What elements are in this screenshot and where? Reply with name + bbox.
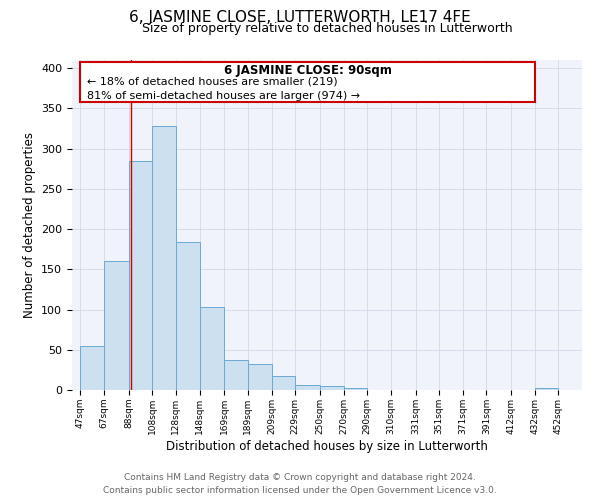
Bar (152, 126, 176, 390)
Text: ← 18% of detached houses are smaller (219): ← 18% of detached houses are smaller (21… (88, 76, 338, 86)
Bar (176, 242, 199, 390)
Text: 81% of semi-detached houses are larger (974) →: 81% of semi-detached houses are larger (… (88, 90, 361, 101)
Bar (248, 364, 272, 390)
Bar (295, 385, 320, 390)
Bar (104, 261, 128, 390)
Text: 6, JASMINE CLOSE, LUTTERWORTH, LE17 4FE: 6, JASMINE CLOSE, LUTTERWORTH, LE17 4FE (129, 10, 471, 25)
Bar (224, 360, 248, 390)
Bar (535, 388, 559, 390)
Y-axis label: Number of detached properties: Number of detached properties (23, 132, 35, 318)
Text: Contains HM Land Registry data © Crown copyright and database right 2024.
Contai: Contains HM Land Registry data © Crown c… (103, 474, 497, 495)
Bar (320, 386, 344, 390)
Bar (272, 376, 295, 390)
Text: 6 JASMINE CLOSE: 90sqm: 6 JASMINE CLOSE: 90sqm (224, 64, 391, 77)
Bar (199, 307, 224, 390)
Bar (128, 162, 152, 390)
Bar (344, 388, 367, 390)
Bar (80, 62, 535, 102)
Title: Size of property relative to detached houses in Lutterworth: Size of property relative to detached ho… (142, 22, 512, 35)
X-axis label: Distribution of detached houses by size in Lutterworth: Distribution of detached houses by size … (166, 440, 488, 452)
Bar (80, 346, 104, 390)
